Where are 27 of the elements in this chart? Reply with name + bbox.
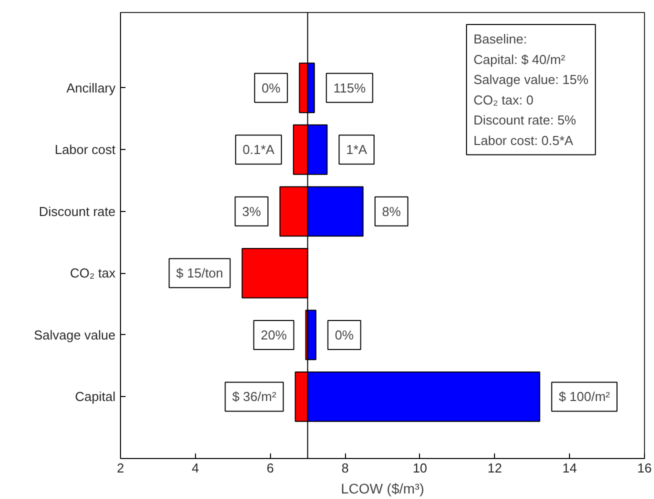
annotation: $ 36/m² <box>232 389 277 404</box>
x-tick-label: 2 <box>116 460 124 476</box>
annotation: 1*A <box>346 142 368 158</box>
x-tick-label: 8 <box>341 460 349 476</box>
annotation: 20% <box>260 327 288 342</box>
x-tick-label: 10 <box>412 460 428 476</box>
annotation: 0% <box>262 80 281 96</box>
y-tick-label: Labor cost <box>54 142 116 158</box>
y-tick-label: Ancillary <box>66 80 116 96</box>
y-tick-label: Capital <box>75 389 116 404</box>
annotation: 0.1*A <box>242 142 275 158</box>
x-tick-label: 16 <box>637 460 652 476</box>
y-tick-label: Salvage value <box>34 327 116 342</box>
annotation: 3% <box>242 204 262 219</box>
annotation: 0% <box>334 327 354 342</box>
x-tick-label: 14 <box>562 460 577 476</box>
y-tick-label: Discount rate <box>38 204 116 219</box>
x-tick-label: 4 <box>192 460 199 476</box>
x-tick-label: 6 <box>266 460 274 476</box>
annotation: $ 100/m² <box>558 389 611 404</box>
annotation: 8% <box>382 204 402 219</box>
annotation: 115% <box>333 80 366 96</box>
y-tick-label: CO₂ tax <box>70 266 116 281</box>
annotation: Baseline: Capital: $ 40/m² Salvage value: 15% CO₂ tax: 0 Discount rate: 5% Labor cost: 0.5*A <box>474 32 589 148</box>
x-axis-title: LCOW ($/m³) <box>340 480 424 496</box>
x-tick-label: 12 <box>488 460 502 476</box>
annotation: $ 15/ton <box>176 266 224 281</box>
